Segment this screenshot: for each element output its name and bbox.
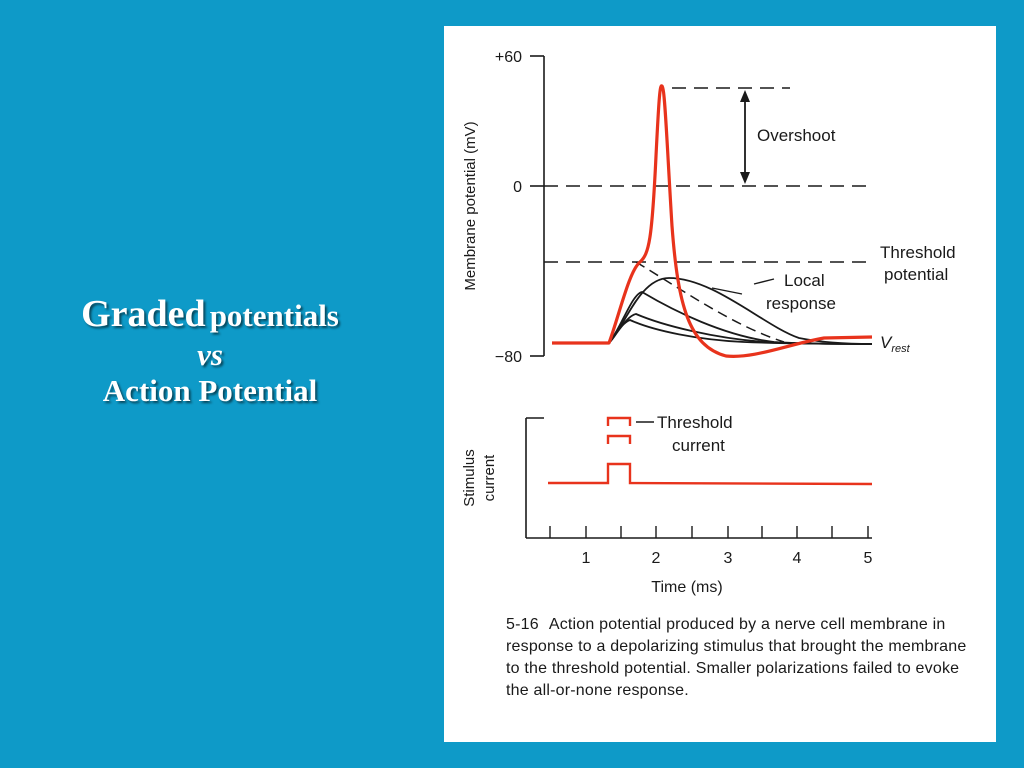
local-response-curve-1	[552, 277, 873, 345]
stimulus-axis-label-2: current	[481, 454, 498, 502]
vrest-label: Vrest	[880, 333, 911, 355]
title-vs: vs	[197, 336, 223, 372]
threshold-current-label-1: Threshold	[657, 413, 733, 432]
action-potential-curve	[552, 84, 873, 358]
stimulus-pulse-large	[606, 416, 632, 426]
ytick-label-0: 0	[513, 179, 522, 196]
threshold-current-label-2: current	[672, 436, 725, 455]
overshoot-arrow-head-down	[740, 172, 750, 184]
threshold-potential-label-2: potential	[884, 265, 948, 284]
caption-number: 5-16	[506, 616, 539, 633]
title-action-potential: Action Potential	[102, 373, 318, 409]
action-potential-diagram: +60 0 −80 Membrane potential (mV) Oversh…	[461, 49, 956, 596]
xtick-label-1: 1	[582, 550, 591, 567]
title-potentials: potentials	[209, 298, 339, 333]
stimulus-trace	[548, 462, 873, 486]
xtick-label-2: 2	[652, 550, 661, 567]
stimulus-axis-label-1: Stimulus	[461, 449, 478, 507]
overshoot-arrow-head-up	[740, 90, 750, 102]
stimulus-pulse-medium	[606, 434, 632, 444]
title-graded: Graded	[81, 293, 206, 335]
local-response-pointer-2	[753, 278, 775, 285]
threshold-decay-dashed	[635, 261, 785, 343]
time-axis-ticks	[549, 526, 869, 538]
xtick-label-5: 5	[864, 550, 873, 567]
figure-caption: 5-16 Action potential produced by a nerve…	[506, 614, 976, 702]
figure-panel: +60 0 −80 Membrane potential (mV) Oversh…	[444, 26, 996, 742]
xtick-label-4: 4	[793, 550, 802, 567]
local-response-label-2: response	[766, 294, 836, 313]
ytick-label-80: −80	[495, 349, 522, 366]
local-response-curve-3	[608, 313, 873, 345]
local-response-curve-4	[608, 319, 873, 345]
slide-title: Graded potentials vs Action Potential	[30, 292, 390, 410]
caption-text: Action potential produced by a nerve cel…	[506, 616, 967, 699]
overshoot-label: Overshoot	[757, 126, 836, 145]
ytick-label-60: +60	[495, 49, 522, 66]
local-response-pointer	[711, 287, 743, 295]
xtick-label-3: 3	[724, 550, 733, 567]
threshold-potential-label-1: Threshold	[880, 243, 956, 262]
local-response-label-1: Local	[784, 271, 825, 290]
time-axis-label: Time (ms)	[651, 579, 722, 596]
membrane-potential-axis-label: Membrane potential (mV)	[462, 121, 479, 290]
